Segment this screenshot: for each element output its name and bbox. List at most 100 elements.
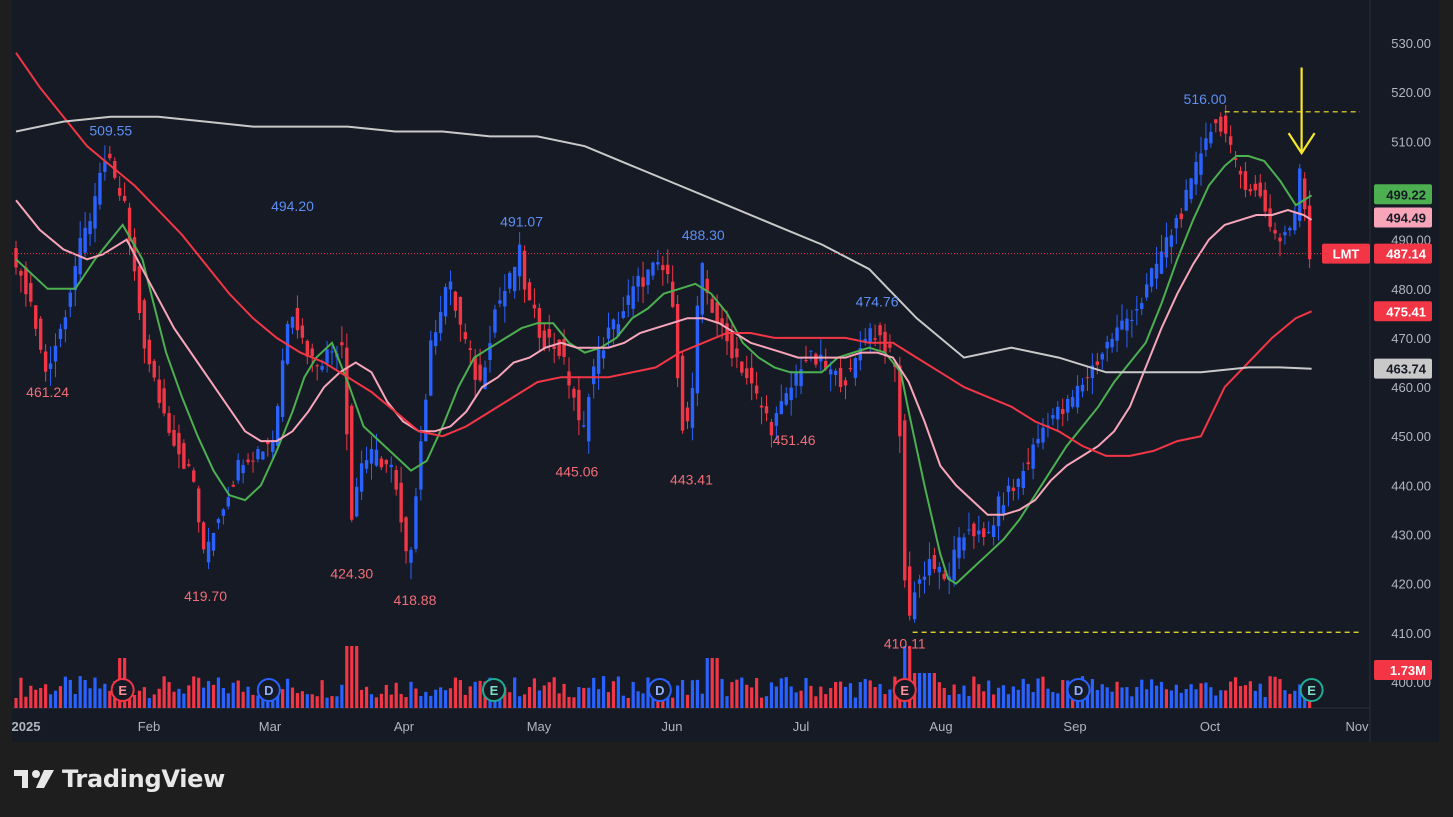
candle-body — [749, 367, 754, 384]
volume-bar — [1278, 679, 1282, 708]
event-marker-label: E — [900, 683, 909, 698]
volume-bar — [592, 677, 596, 708]
event-marker — [110, 678, 135, 702]
volume-bar — [873, 687, 877, 708]
candle-body — [557, 339, 561, 356]
candle-body — [1110, 338, 1114, 348]
volume-bar — [1046, 688, 1050, 708]
candle-body — [117, 188, 122, 196]
volume-bar — [285, 678, 290, 708]
candle-body — [661, 265, 665, 271]
moving-average-line — [15, 155, 1313, 585]
candle-body — [1298, 168, 1302, 221]
candle-body — [735, 348, 739, 358]
candle-body — [478, 364, 482, 381]
volume-bar — [725, 696, 729, 708]
volume-bar — [202, 687, 206, 708]
candle-body — [937, 566, 942, 573]
volume-bar — [947, 694, 951, 708]
candle-body — [147, 339, 152, 365]
volume-bar — [1125, 687, 1129, 708]
y-tick-label: 510.00 — [1391, 134, 1431, 149]
volume-bar — [779, 678, 783, 708]
volume-bar — [646, 677, 650, 708]
candle-body — [552, 346, 556, 349]
candle-body — [1144, 284, 1149, 298]
volume-bar — [987, 680, 991, 708]
volume-bar — [883, 694, 887, 708]
event-marker — [256, 678, 281, 702]
candle-body — [572, 388, 576, 398]
volume-bar — [429, 695, 433, 708]
candle-body — [858, 347, 863, 361]
volume-bar — [478, 680, 482, 708]
volume-bar — [162, 676, 166, 708]
candle-body — [1065, 398, 1070, 413]
volume-bar — [241, 691, 245, 708]
candle-body — [275, 406, 280, 446]
volume-bar — [705, 658, 709, 708]
volume-bar — [809, 685, 813, 708]
candle-body — [1278, 237, 1282, 242]
candle-body — [621, 311, 626, 318]
event-marker — [647, 678, 672, 702]
candle-body — [216, 519, 221, 523]
candle-body — [364, 460, 369, 469]
candle-body — [1001, 505, 1006, 514]
volume-bar — [789, 686, 793, 708]
volume-bar — [626, 697, 630, 708]
volume-bar — [641, 693, 645, 708]
price-tag-label: 475.41 — [1386, 304, 1426, 319]
candle-body — [695, 305, 700, 394]
candlestick-chart[interactable]: 530.00520.00510.00500.00490.00480.00470.… — [12, 0, 1439, 742]
chart-panel[interactable]: 530.00520.00510.00500.00490.00480.00470.… — [12, 0, 1439, 742]
volume-bar — [824, 694, 828, 708]
volume-bar — [518, 696, 522, 708]
candle-body — [764, 406, 769, 414]
candle-body — [957, 537, 961, 559]
candle-body — [690, 388, 695, 428]
candle-body — [1041, 427, 1045, 443]
volume-bar — [843, 686, 848, 708]
candle-body — [562, 339, 566, 358]
candle-body — [804, 360, 808, 362]
candle-body — [271, 440, 275, 452]
volume-bar — [1115, 681, 1119, 708]
candle-body — [211, 533, 216, 551]
volume-bar — [1120, 687, 1124, 708]
volume-bar — [616, 676, 620, 708]
volume-bar — [804, 678, 808, 708]
candle-body — [394, 470, 398, 490]
volume-bar — [1090, 678, 1094, 708]
candle-body — [912, 592, 917, 620]
volume-bar — [374, 697, 379, 708]
volume-bar — [1016, 689, 1020, 708]
volume-bar — [419, 696, 423, 708]
volume-bar — [745, 684, 749, 708]
volume-bar — [231, 682, 235, 708]
volume-bar — [468, 686, 472, 708]
candle-body — [1233, 158, 1238, 160]
volume-bar — [355, 646, 359, 708]
candle-body — [68, 292, 73, 307]
brand-name: TradingView — [62, 765, 225, 793]
volume-bar — [39, 688, 43, 708]
volume-bar — [700, 693, 704, 708]
candle-body — [53, 345, 58, 362]
candle-body — [127, 207, 132, 242]
candle-body — [142, 300, 147, 349]
candle-body — [853, 358, 858, 378]
volume-bar — [1214, 695, 1218, 708]
volume-bar — [522, 694, 527, 708]
candle-body — [1075, 385, 1080, 408]
candle-body — [38, 318, 43, 350]
volume-bar — [562, 683, 566, 708]
volume-bar — [177, 688, 181, 708]
volume-bar — [473, 681, 477, 708]
volume-bar — [1006, 694, 1011, 708]
price-annotation: 418.88 — [394, 592, 437, 608]
volume-bar — [829, 688, 833, 708]
x-tick-label: Nov — [1345, 719, 1369, 734]
volume-bar — [172, 691, 176, 708]
candle-body — [720, 318, 724, 325]
